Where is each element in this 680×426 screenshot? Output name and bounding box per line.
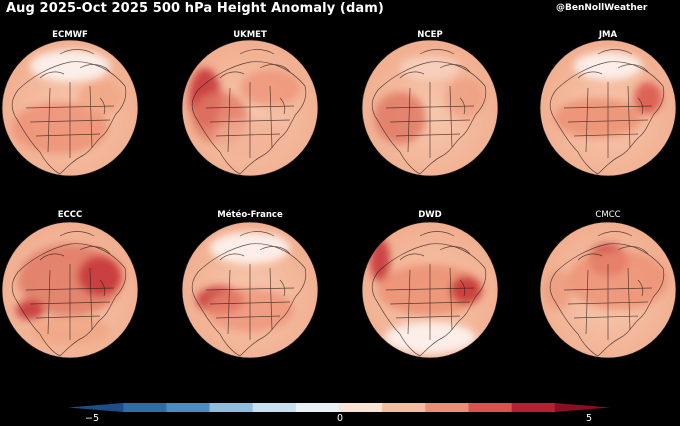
colorbar-tick-label: 5 — [585, 413, 593, 424]
colorbar-segment — [68, 403, 124, 412]
colorbar-tick-label: 0 — [336, 413, 344, 424]
globe-map — [539, 221, 677, 359]
panel-label-jma: JMA — [598, 30, 618, 40]
globe-map — [181, 221, 319, 359]
globe-map — [361, 39, 499, 177]
colorbar-segment — [295, 403, 340, 412]
panel-label-eccc: ECCC — [57, 210, 83, 220]
globe-map — [361, 221, 499, 359]
panel-label-ecmwf: ECMWF — [52, 30, 88, 40]
panel-label-ncep: NCEP — [417, 30, 443, 40]
colorbar-segment — [554, 403, 610, 412]
colorbar-segment — [123, 403, 167, 412]
panel-label-cmcc: CMCC — [595, 210, 621, 220]
colorbar-segment — [511, 403, 556, 412]
panel-label-ukmet: UKMET — [233, 30, 267, 40]
colorbar-segment — [209, 403, 254, 412]
colorbar-segment — [382, 403, 426, 412]
colorbar-segment — [425, 403, 469, 412]
colorbar-segment — [166, 403, 210, 412]
colorbar-segment — [468, 403, 513, 412]
credit-label: @BenNollWeather — [556, 3, 648, 13]
globe-map — [1, 39, 139, 177]
colorbar-segment — [252, 403, 297, 412]
colorbar-segment — [339, 403, 383, 412]
panel-label-meteo-france: Météo-France — [217, 210, 283, 220]
panel-label-dwd: DWD — [418, 210, 442, 220]
globe-map — [1, 221, 139, 359]
globe-map — [539, 39, 677, 177]
chart-title: Aug 2025-Oct 2025 500 hPa Height Anomaly… — [6, 1, 384, 16]
globe-map — [181, 39, 319, 177]
colorbar-tick-label: −5 — [84, 413, 100, 424]
